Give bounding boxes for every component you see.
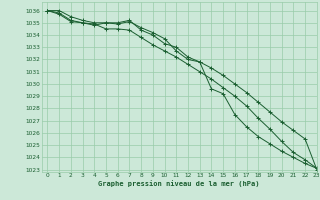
X-axis label: Graphe pression niveau de la mer (hPa): Graphe pression niveau de la mer (hPa) bbox=[99, 180, 260, 187]
